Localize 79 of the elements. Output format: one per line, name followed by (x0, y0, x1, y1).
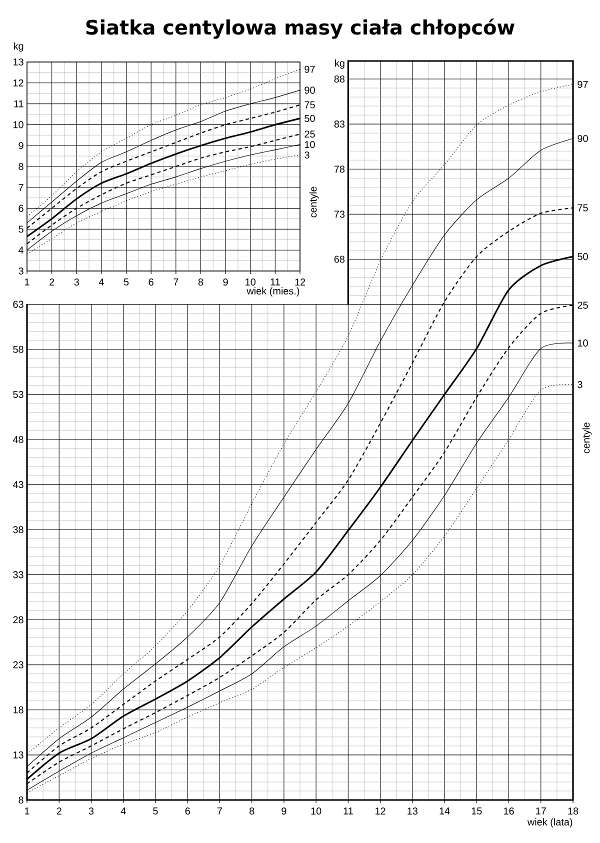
x-tick-label: 8 (249, 808, 254, 815)
y-tick-label: 9 (18, 142, 24, 150)
series-label: 25 (304, 130, 315, 138)
series-label: 97 (304, 66, 315, 73)
y-tick-label: 23 (13, 661, 24, 668)
y-tick-label: 7 (18, 184, 24, 191)
x-tick-label: 10 (311, 808, 322, 815)
series-label: 90 (578, 134, 588, 142)
series-label: 10 (578, 340, 588, 347)
x-tick-label: 14 (440, 808, 450, 814)
annotation: centyle (309, 186, 319, 218)
y-tick-label: 53 (13, 390, 24, 398)
x-tick-label: 6 (185, 808, 190, 815)
x-tick-label: 15 (472, 808, 482, 814)
y2-tick-label: 78 (334, 166, 345, 173)
series-label: 50 (578, 253, 588, 260)
x-tick-label: 6 (148, 278, 154, 286)
series-label: 75 (578, 204, 588, 212)
y-tick-label: 3 (18, 267, 24, 275)
series-label: 10 (304, 141, 315, 148)
x-tick-label: 3 (88, 808, 94, 815)
y-tick-label: 5 (18, 226, 24, 233)
y-tick-label: 11 (14, 100, 24, 108)
y2-tick-label: 83 (334, 120, 345, 128)
x-axis-title: wiek (lata) (527, 818, 572, 828)
y-tick-label: 43 (12, 481, 24, 488)
x-tick-label: 9 (282, 808, 286, 815)
y-tick-label: 12 (13, 79, 24, 86)
text: centyle (582, 422, 592, 454)
x-tick-label: 16 (504, 808, 514, 815)
x-tick-label: 1 (24, 278, 30, 286)
x-tick-label: 7 (174, 278, 178, 286)
series-label: 90 (304, 86, 315, 94)
x-tick-label: 9 (223, 278, 228, 286)
x-tick-label: 10 (246, 278, 256, 286)
y-tick-label: 28 (13, 616, 24, 624)
y-tick-label: 4 (18, 246, 24, 254)
x-tick-label: 18 (568, 808, 578, 815)
y-tick-label: 58 (13, 346, 24, 353)
y-tick-label: 6 (18, 204, 24, 212)
y-tick-label: 18 (13, 706, 24, 714)
x-tick-label: 5 (153, 808, 158, 814)
y2-axis-title: kg (335, 59, 344, 69)
x-tick-label: 17 (536, 808, 546, 814)
x-tick-label: 4 (120, 808, 126, 814)
x-tick-label: 12 (376, 808, 386, 814)
y-tick-label: 8 (18, 796, 24, 804)
x-tick-label: 1 (24, 808, 30, 814)
x-tick-label: 5 (124, 278, 129, 286)
x-tick-label: 11 (270, 278, 280, 286)
x-tick-label: 12 (295, 278, 306, 286)
chart-title: Siatka centylowa masy ciała chłopców (86, 18, 514, 39)
y2-tick-label: 68 (334, 256, 345, 263)
x-tick-label: 2 (50, 278, 54, 286)
y-tick-label: 10 (13, 121, 24, 128)
series-label: 50 (304, 114, 315, 122)
x-tick-label: 7 (217, 808, 222, 814)
series-label: 75 (304, 101, 315, 108)
x-tick-label: 13 (408, 808, 418, 815)
series-label: 25 (578, 302, 588, 309)
y-tick-label: 38 (13, 526, 24, 534)
x-axis-title: wiek (mies.) (246, 287, 300, 296)
y2-tick-label: 88 (334, 76, 345, 83)
x-tick-label: 4 (98, 278, 104, 286)
y2-tick-label: 73 (334, 210, 345, 218)
x-tick-label: 11 (344, 808, 353, 814)
x-tick-label: 8 (198, 278, 204, 286)
y-tick-label: 63 (13, 300, 24, 308)
x-tick-label: 2 (56, 808, 62, 814)
y-tick-label: 13 (13, 751, 24, 758)
y-tick-label: 13 (13, 58, 24, 66)
series-label: 3 (578, 381, 582, 388)
y-tick-label: 8 (18, 162, 24, 170)
y-tick-label: 33 (13, 571, 24, 578)
series-label: 3 (304, 151, 310, 159)
x-tick-label: 3 (74, 278, 79, 286)
y-tick-label: 48 (12, 436, 24, 444)
y-axis-title: kg (14, 42, 24, 52)
series-label: 97 (578, 80, 588, 88)
